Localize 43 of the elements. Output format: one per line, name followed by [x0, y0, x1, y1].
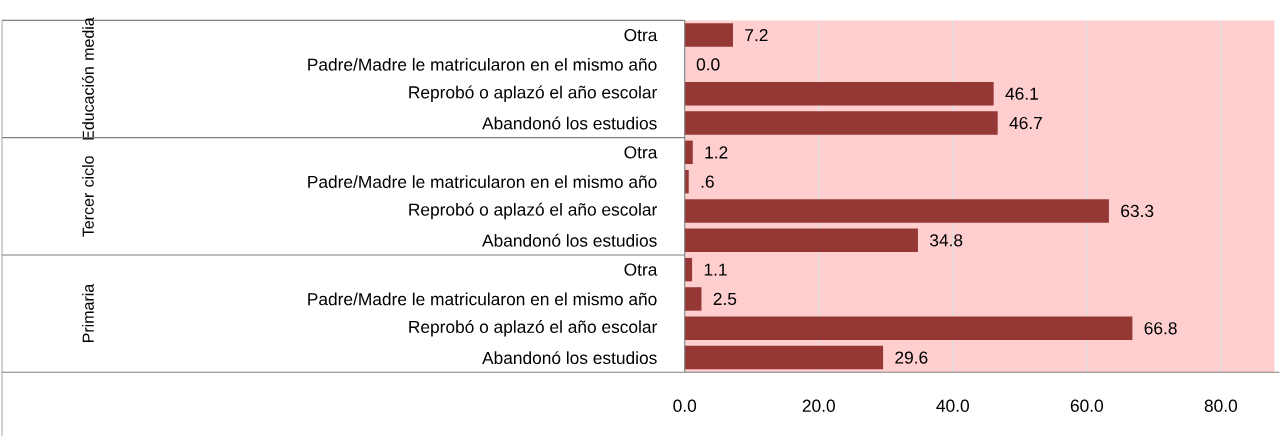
bar	[684, 23, 733, 47]
x-tick-label: 80.0	[1204, 399, 1238, 412]
x-tick-label: 60.0	[1070, 399, 1104, 412]
y-tick-label: Padre/Madre le matricularon en el mismo año	[308, 58, 657, 71]
data-label: 46.1	[1005, 87, 1038, 100]
y-tick-label: Abandonó los estudios	[482, 116, 657, 130]
y-tick-label: Padre/Madre le matricularon en el mismo año	[308, 292, 657, 306]
bar	[684, 345, 884, 370]
bar	[684, 228, 918, 253]
y-tick-label: Reprobó o aplazó el año escolar	[409, 320, 657, 337]
data-label: 1.1	[704, 263, 727, 276]
bar	[684, 111, 998, 135]
x-tick-label: 40.0	[936, 399, 969, 412]
text: Tercer ciclo	[82, 156, 94, 237]
data-label: .6	[701, 175, 714, 188]
data-label: 0.0	[696, 58, 720, 71]
y-tick-label: Abandonó los estudios	[482, 351, 657, 365]
y-tick-label: Padre/Madre le matricularon en el mismo año	[308, 175, 657, 189]
text: Educación media	[82, 17, 94, 140]
y-tick-label: Reprobó o aplazó el año escolar	[409, 85, 657, 102]
x-tick-label: 0.0	[673, 399, 697, 412]
bar	[684, 170, 689, 194]
bar	[684, 140, 693, 165]
data-label: 66.8	[1144, 322, 1177, 335]
bar	[684, 316, 1133, 341]
data-label: 46.7	[1009, 117, 1042, 130]
data-label: 7.2	[745, 29, 768, 42]
y-tick-label: Reprobó o aplazó el año escolar	[409, 202, 657, 220]
text: Primaria	[82, 283, 94, 343]
bar	[684, 82, 994, 106]
y-tick-label: Otra	[624, 29, 658, 42]
data-label: 2.5	[713, 292, 737, 306]
bar	[684, 199, 1109, 223]
bar	[684, 258, 693, 282]
y-tick-label: Abandonó los estudios	[482, 233, 657, 247]
data-label: 34.8	[929, 234, 963, 247]
x-tick-label: 20.0	[802, 399, 835, 412]
data-label: 29.6	[895, 351, 928, 364]
y-tick-label: Otra	[624, 146, 658, 159]
data-label: 1.2	[705, 146, 728, 159]
y-tick-label: Otra	[624, 263, 658, 276]
data-label: 63.3	[1121, 204, 1154, 218]
bar	[684, 287, 702, 311]
